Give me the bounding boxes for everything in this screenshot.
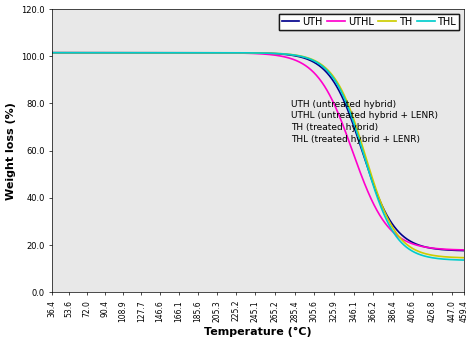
THL xyxy=(374,193,379,197)
Line: UTH: UTH xyxy=(52,53,464,251)
UTHL xyxy=(49,51,55,55)
UTHL xyxy=(449,248,455,252)
UTHL xyxy=(239,51,245,55)
THL xyxy=(449,258,455,262)
Text: UTH (untreated hybrid)
UTHL (untreated hybrid + LENR)
TH (treated hybrid)
THL (t: UTH (untreated hybrid) UTHL (untreated h… xyxy=(291,100,438,144)
TH xyxy=(461,256,467,260)
UTH xyxy=(71,51,76,55)
UTH xyxy=(449,248,455,252)
UTH xyxy=(49,51,55,55)
Y-axis label: Weight loss (%): Weight loss (%) xyxy=(6,102,16,200)
UTH xyxy=(239,51,245,55)
Line: THL: THL xyxy=(52,53,464,260)
THL xyxy=(71,51,76,55)
TH xyxy=(449,255,455,259)
TH xyxy=(239,51,245,55)
UTH xyxy=(374,190,379,194)
Legend: UTH, UTHL, TH, THL: UTH, UTHL, TH, THL xyxy=(279,14,459,30)
THL xyxy=(449,258,455,262)
UTH xyxy=(250,51,255,55)
UTHL xyxy=(71,51,76,55)
TH xyxy=(49,51,55,55)
UTH xyxy=(449,248,455,252)
TH xyxy=(71,51,76,55)
THL xyxy=(461,258,467,262)
THL xyxy=(250,51,255,55)
X-axis label: Temperature (°C): Temperature (°C) xyxy=(204,327,312,338)
Line: TH: TH xyxy=(52,53,464,258)
UTH xyxy=(461,249,467,253)
TH xyxy=(374,188,379,192)
TH xyxy=(449,255,455,259)
UTHL xyxy=(250,51,255,56)
UTHL xyxy=(461,248,467,252)
THL xyxy=(239,51,245,55)
THL xyxy=(49,51,55,55)
Line: UTHL: UTHL xyxy=(52,53,464,250)
UTHL xyxy=(374,208,379,212)
UTHL xyxy=(449,248,455,252)
TH xyxy=(250,51,255,55)
